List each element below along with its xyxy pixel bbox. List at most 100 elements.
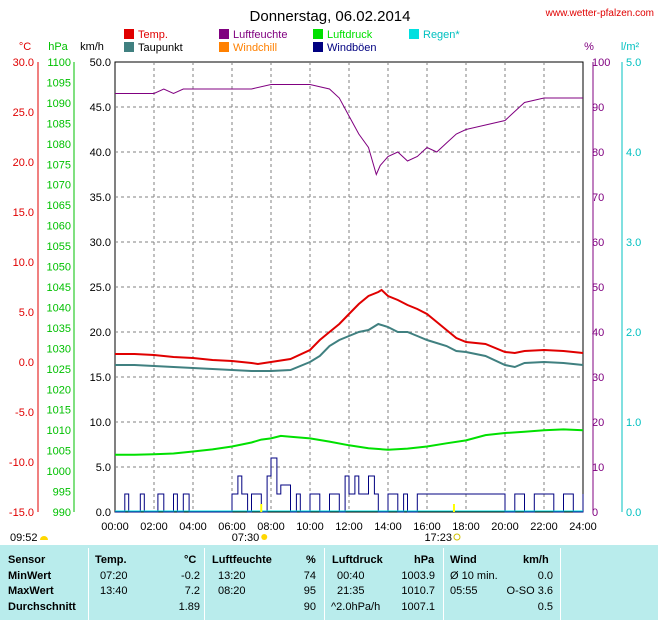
legend-item: Luftfeuchte [219, 29, 287, 41]
legend-label: Regen* [423, 29, 460, 41]
legend-swatch [124, 29, 134, 39]
legend-label: Temp. [138, 29, 168, 41]
header-pressure: Luftdruck [332, 554, 383, 566]
x-tick-label: 00:00 [101, 521, 129, 533]
wind-value: 0.5 [537, 601, 553, 613]
wind-time: Ø 10 min. [450, 570, 498, 582]
x-tick-label: 06:00 [218, 521, 246, 533]
pressure-tick-label: 1085 [47, 118, 71, 130]
legend-swatch [313, 29, 323, 39]
header-pressure-unit: hPa [414, 554, 435, 566]
humidity-tick-label: 10 [592, 462, 604, 474]
wind-tick-label: 10.0 [90, 417, 111, 429]
humidity-tick-label: 100 [592, 57, 610, 69]
header-wind: Wind [450, 554, 477, 566]
pressure-tick-label: 990 [53, 507, 71, 519]
x-tick-label: 12:00 [335, 521, 363, 533]
pressure-tick-label: 1065 [47, 200, 71, 212]
humidity-tick-label: 0 [592, 507, 598, 519]
temp-tick-label: 5.0 [19, 307, 34, 319]
sunrise-time: 07:30 [232, 532, 260, 544]
wind-tick-label: 20.0 [90, 327, 111, 339]
wind-tick-label: 25.0 [90, 282, 111, 294]
legend-label: Luftdruck [327, 29, 373, 41]
legend-item: Taupunkt [124, 42, 183, 54]
pressure-tick-label: 1015 [47, 405, 71, 417]
rain-tick-label: 1.0 [626, 417, 641, 429]
row-label: Durchschnitt [8, 601, 76, 613]
temp-tick-label: 25.0 [13, 107, 34, 119]
wind-tick-label: 35.0 [90, 192, 111, 204]
temp-tick-label: -5.0 [15, 407, 34, 419]
temp-time: 13:40 [100, 585, 128, 597]
humidity-tick-label: 80 [592, 147, 604, 159]
series-line-temp [115, 288, 584, 366]
rain-tick-label: 2.0 [626, 327, 641, 339]
temp-tick-label: 0.0 [19, 357, 34, 369]
humidity-time: 13:20 [218, 570, 246, 582]
series-lines [115, 84, 584, 513]
header-humidity-unit: % [306, 554, 316, 566]
pressure-tick-label: 1050 [47, 262, 71, 274]
pressure-tick-label: 1075 [47, 159, 71, 171]
legend-label: Windböen [327, 42, 377, 54]
pressure-value: 1003.9 [401, 570, 435, 582]
grid [114, 61, 584, 513]
legend-swatch [313, 42, 323, 52]
temp-unit-label: °C [19, 41, 31, 53]
x-tick-label: 24:00 [569, 521, 597, 533]
pressure-tick-label: 1020 [47, 384, 71, 396]
pressure-tick-label: 1070 [47, 180, 71, 192]
rain-tick-label: 5.0 [626, 57, 641, 69]
legend-swatch [124, 42, 134, 52]
legend-item: Windchill [219, 42, 277, 54]
wind-value: O-SO 3.6 [506, 585, 553, 597]
humidity-value: 90 [303, 601, 316, 613]
pressure-trend: ^2.0hPa/h [331, 601, 381, 613]
pressure-tick-label: 1010 [47, 425, 71, 437]
sunset-time: 17:23 [424, 532, 452, 544]
x-tick-label: 02:00 [140, 521, 168, 533]
weather-chart: Donnerstag, 06.02.2014 www.wetter-pfalze… [9, 8, 654, 544]
wind-tick-label: 45.0 [90, 102, 111, 114]
header-wind-unit: km/h [523, 554, 549, 566]
wind-value: 0.0 [537, 570, 553, 582]
temp-value: 7.2 [184, 585, 200, 597]
legend: Temp. Luftfeuchte Luftdruck Regen* Taupunkt W… [124, 29, 460, 54]
rain-unit-label: l/m² [621, 41, 640, 53]
sunset-icon [453, 533, 461, 541]
source-link[interactable]: www.wetter-pfalzen.com [545, 8, 654, 19]
pressure-tick-label: 1100 [47, 57, 71, 69]
wind-tick-label: 40.0 [90, 147, 111, 159]
pressure-tick-label: 1000 [47, 466, 71, 478]
humidity-tick-label: 60 [592, 237, 604, 249]
series-line-windben [115, 457, 584, 513]
chart-title: Donnerstag, 06.02.2014 [250, 8, 411, 25]
x-axis: 00:00 02:00 04:00 06:00 08:00 10:00 12:00 14:00… [101, 521, 597, 533]
humidity-time: 08:20 [218, 585, 246, 597]
row-label: MaxWert [8, 585, 54, 597]
x-tick-label: 18:00 [452, 521, 480, 533]
row-label: MinWert [8, 570, 52, 582]
summary-table: Sensor Temp. °C Luftfeuchte % Luftdruck … [0, 545, 658, 620]
legend-item: Windböen [313, 42, 377, 54]
rain-tick-label: 4.0 [626, 147, 641, 159]
pressure-value: 1007.1 [401, 601, 435, 613]
pressure-tick-label: 1025 [47, 364, 71, 376]
header-temp-unit: °C [184, 554, 197, 566]
wind-tick-label: 5.0 [96, 462, 111, 474]
left-axes: 30.0 25.0 20.0 15.0 10.0 5.0 0.0 -5.0 -10.0 -15.0… [9, 57, 111, 519]
temp-time: 07:20 [100, 570, 128, 582]
pressure-tick-label: 1055 [47, 241, 71, 253]
temp-tick-label: 15.0 [13, 207, 34, 219]
pressure-tick-label: 1035 [47, 323, 71, 335]
pressure-time: 21:35 [337, 585, 365, 597]
x-tick-label: 22:00 [530, 521, 558, 533]
pressure-tick-label: 1005 [47, 446, 71, 458]
pressure-value: 1010.7 [401, 585, 435, 597]
header-sensor: Sensor [8, 554, 46, 566]
pressure-unit-label: hPa [48, 41, 68, 53]
legend-item: Temp. [124, 29, 168, 41]
x-tick-label: 14:00 [374, 521, 402, 533]
